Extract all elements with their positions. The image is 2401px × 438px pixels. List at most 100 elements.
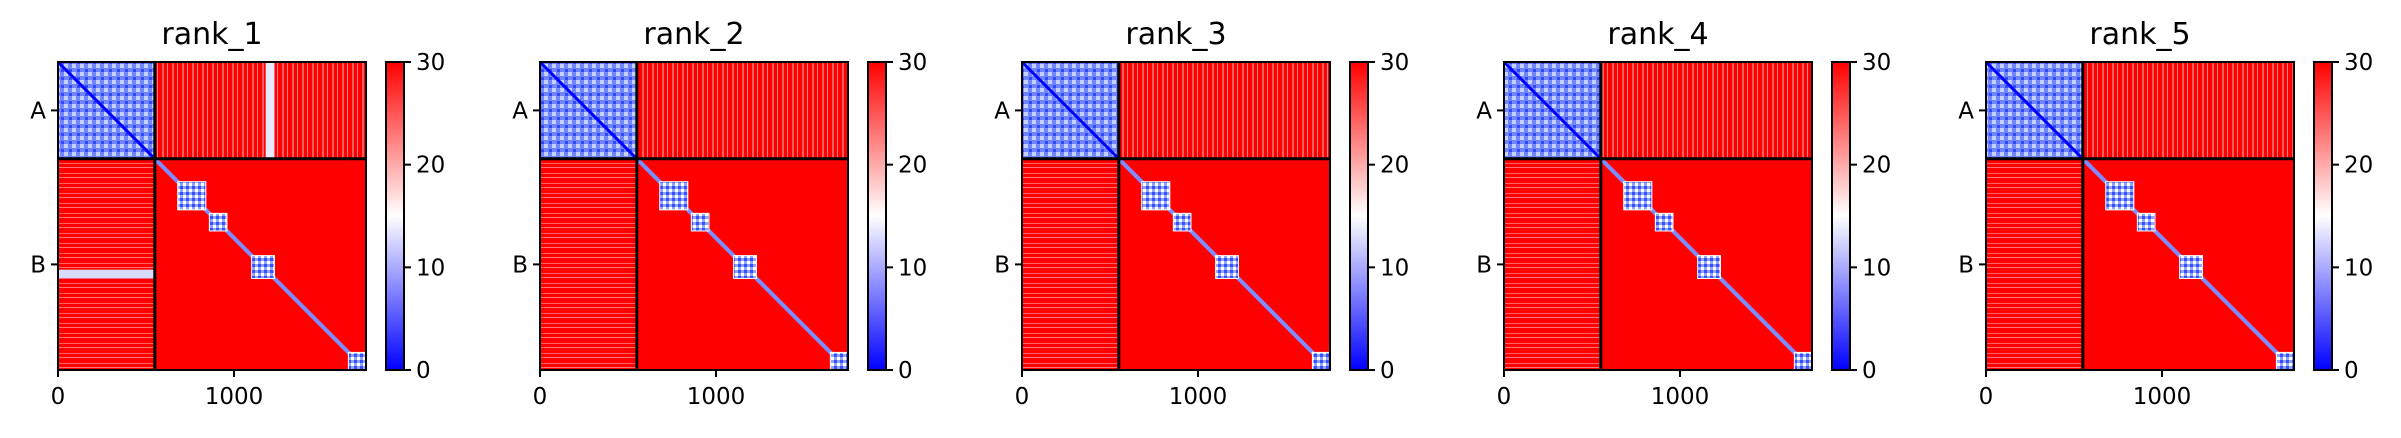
heatmap-domain-1 bbox=[659, 181, 689, 211]
chart-title: rank_4 bbox=[1607, 17, 1708, 52]
heatmap-texture-ba bbox=[1986, 158, 2083, 370]
colorbar bbox=[1350, 62, 1368, 370]
x-tick-label: 0 bbox=[51, 384, 66, 410]
x-tick-label: 0 bbox=[1497, 384, 1512, 410]
heatmap-texture-ba bbox=[540, 158, 637, 370]
heatmap-domain-3 bbox=[251, 255, 275, 279]
heatmap-domain-2 bbox=[208, 212, 228, 232]
heatmap-domain-4 bbox=[2275, 351, 2295, 371]
heatmap-domain-3 bbox=[733, 255, 757, 279]
chart-panel-3: rank_3 0 1000 A B 0 10 20 30 bbox=[994, 17, 1409, 410]
colorbar-tick-label: 0 bbox=[416, 358, 431, 384]
chart-panel-4: rank_4 0 1000 A B 0 10 20 30 bbox=[1476, 17, 1891, 410]
heatmap-diagonal-a bbox=[1502, 60, 1602, 160]
y-tick-label: B bbox=[994, 252, 1010, 278]
chart-panel-2: rank_2 0 1000 A B 0 10 20 30 bbox=[512, 17, 927, 410]
colorbar-tick-label: 10 bbox=[1862, 255, 1891, 281]
x-tick-label: 1000 bbox=[2133, 384, 2192, 410]
colorbar-tick-label: 10 bbox=[2344, 255, 2373, 281]
heatmap-domain-1 bbox=[1141, 181, 1171, 211]
heatmap-frame bbox=[57, 61, 367, 371]
heatmap-texture-ba bbox=[58, 158, 155, 370]
heatmap-frame bbox=[1503, 61, 1813, 371]
heatmap-texture-ba bbox=[1504, 158, 1601, 370]
y-tick-label: A bbox=[30, 98, 46, 124]
heatmap-diagonal-a bbox=[1984, 60, 2084, 160]
chart-panel-5: rank_5 0 1000 A B 0 10 20 30 bbox=[1958, 17, 2373, 410]
heatmap-domain-3 bbox=[1215, 255, 1239, 279]
x-tick-label: 0 bbox=[1015, 384, 1030, 410]
heatmap-domain-4 bbox=[347, 351, 367, 371]
heatmap-diagonal-a bbox=[56, 60, 156, 160]
y-tick-label: B bbox=[30, 252, 46, 278]
colorbar bbox=[386, 62, 404, 370]
colorbar-tick-label: 0 bbox=[2344, 358, 2359, 384]
colorbar-tick-label: 30 bbox=[416, 50, 445, 76]
colorbar-tick-label: 20 bbox=[2344, 153, 2373, 179]
heatmap-domain-4 bbox=[1793, 351, 1813, 371]
chart-panel-1: rank_1 0 1000 A B 0 10 20 30 bbox=[30, 17, 445, 410]
chart-title: rank_1 bbox=[161, 17, 262, 52]
chart-title: rank_2 bbox=[643, 17, 744, 52]
colorbar-tick-label: 0 bbox=[1380, 358, 1395, 384]
y-tick-label: A bbox=[1958, 98, 1974, 124]
colorbar-tick-label: 0 bbox=[1862, 358, 1877, 384]
heatmap-diagonal-a bbox=[538, 60, 638, 160]
colorbar-tick-label: 20 bbox=[898, 153, 927, 179]
y-tick-label: A bbox=[1476, 98, 1492, 124]
colorbar bbox=[1832, 62, 1850, 370]
heatmap-texture-ba bbox=[1022, 158, 1119, 370]
colorbar-tick-label: 10 bbox=[416, 255, 445, 281]
heatmap-diagonal-a bbox=[1020, 60, 1120, 160]
x-tick-label: 0 bbox=[533, 384, 548, 410]
heatmap-frame bbox=[1021, 61, 1331, 371]
colorbar bbox=[868, 62, 886, 370]
x-tick-label: 1000 bbox=[205, 384, 264, 410]
colorbar-frame bbox=[1831, 61, 1851, 371]
colorbar bbox=[2314, 62, 2332, 370]
colorbar-tick-label: 10 bbox=[898, 255, 927, 281]
colorbar-tick-label: 0 bbox=[898, 358, 913, 384]
heatmap-domain-3 bbox=[1697, 255, 1721, 279]
y-tick-label: A bbox=[512, 98, 528, 124]
colorbar-frame bbox=[867, 61, 887, 371]
colorbar-frame bbox=[2313, 61, 2333, 371]
heatmap-domain-2 bbox=[1172, 212, 1192, 232]
colorbar-tick-label: 20 bbox=[1862, 153, 1891, 179]
chart-title: rank_3 bbox=[1125, 17, 1226, 52]
heatmap-frame bbox=[1985, 61, 2295, 371]
heatmap-domain-1 bbox=[177, 181, 207, 211]
colorbar-frame bbox=[1349, 61, 1369, 371]
heatmap-frame bbox=[539, 61, 849, 371]
y-tick-label: B bbox=[512, 252, 528, 278]
x-tick-label: 1000 bbox=[687, 384, 746, 410]
x-tick-label: 1000 bbox=[1651, 384, 1710, 410]
colorbar-tick-label: 20 bbox=[1380, 153, 1409, 179]
heatmap-domain-2 bbox=[1654, 212, 1674, 232]
y-tick-label: B bbox=[1958, 252, 1974, 278]
heatmap-stripe-mirror bbox=[265, 62, 275, 159]
chart-title: rank_5 bbox=[2089, 17, 2190, 52]
x-tick-label: 1000 bbox=[1169, 384, 1228, 410]
colorbar-tick-label: 20 bbox=[416, 153, 445, 179]
colorbar-tick-label: 30 bbox=[1380, 50, 1409, 76]
colorbar-tick-label: 30 bbox=[1862, 50, 1891, 76]
heatmap-domain-4 bbox=[829, 351, 849, 371]
colorbar-tick-label: 30 bbox=[2344, 50, 2373, 76]
heatmap-domain-2 bbox=[690, 212, 710, 232]
heatmap-domain-2 bbox=[2136, 212, 2156, 232]
colorbar-frame bbox=[385, 61, 405, 371]
y-tick-label: B bbox=[1476, 252, 1492, 278]
heatmap-texture-ab bbox=[1118, 62, 1330, 159]
y-tick-label: A bbox=[994, 98, 1010, 124]
colorbar-tick-label: 30 bbox=[898, 50, 927, 76]
x-tick-label: 0 bbox=[1979, 384, 1994, 410]
heatmap-texture-ab bbox=[636, 62, 848, 159]
heatmap-domain-4 bbox=[1311, 351, 1331, 371]
heatmap-domain-1 bbox=[1623, 181, 1653, 211]
heatmap-texture-ab bbox=[1600, 62, 1812, 159]
colorbar-tick-label: 10 bbox=[1380, 255, 1409, 281]
heatmap-texture-ab bbox=[154, 62, 366, 159]
heatmap-domain-1 bbox=[2105, 181, 2135, 211]
